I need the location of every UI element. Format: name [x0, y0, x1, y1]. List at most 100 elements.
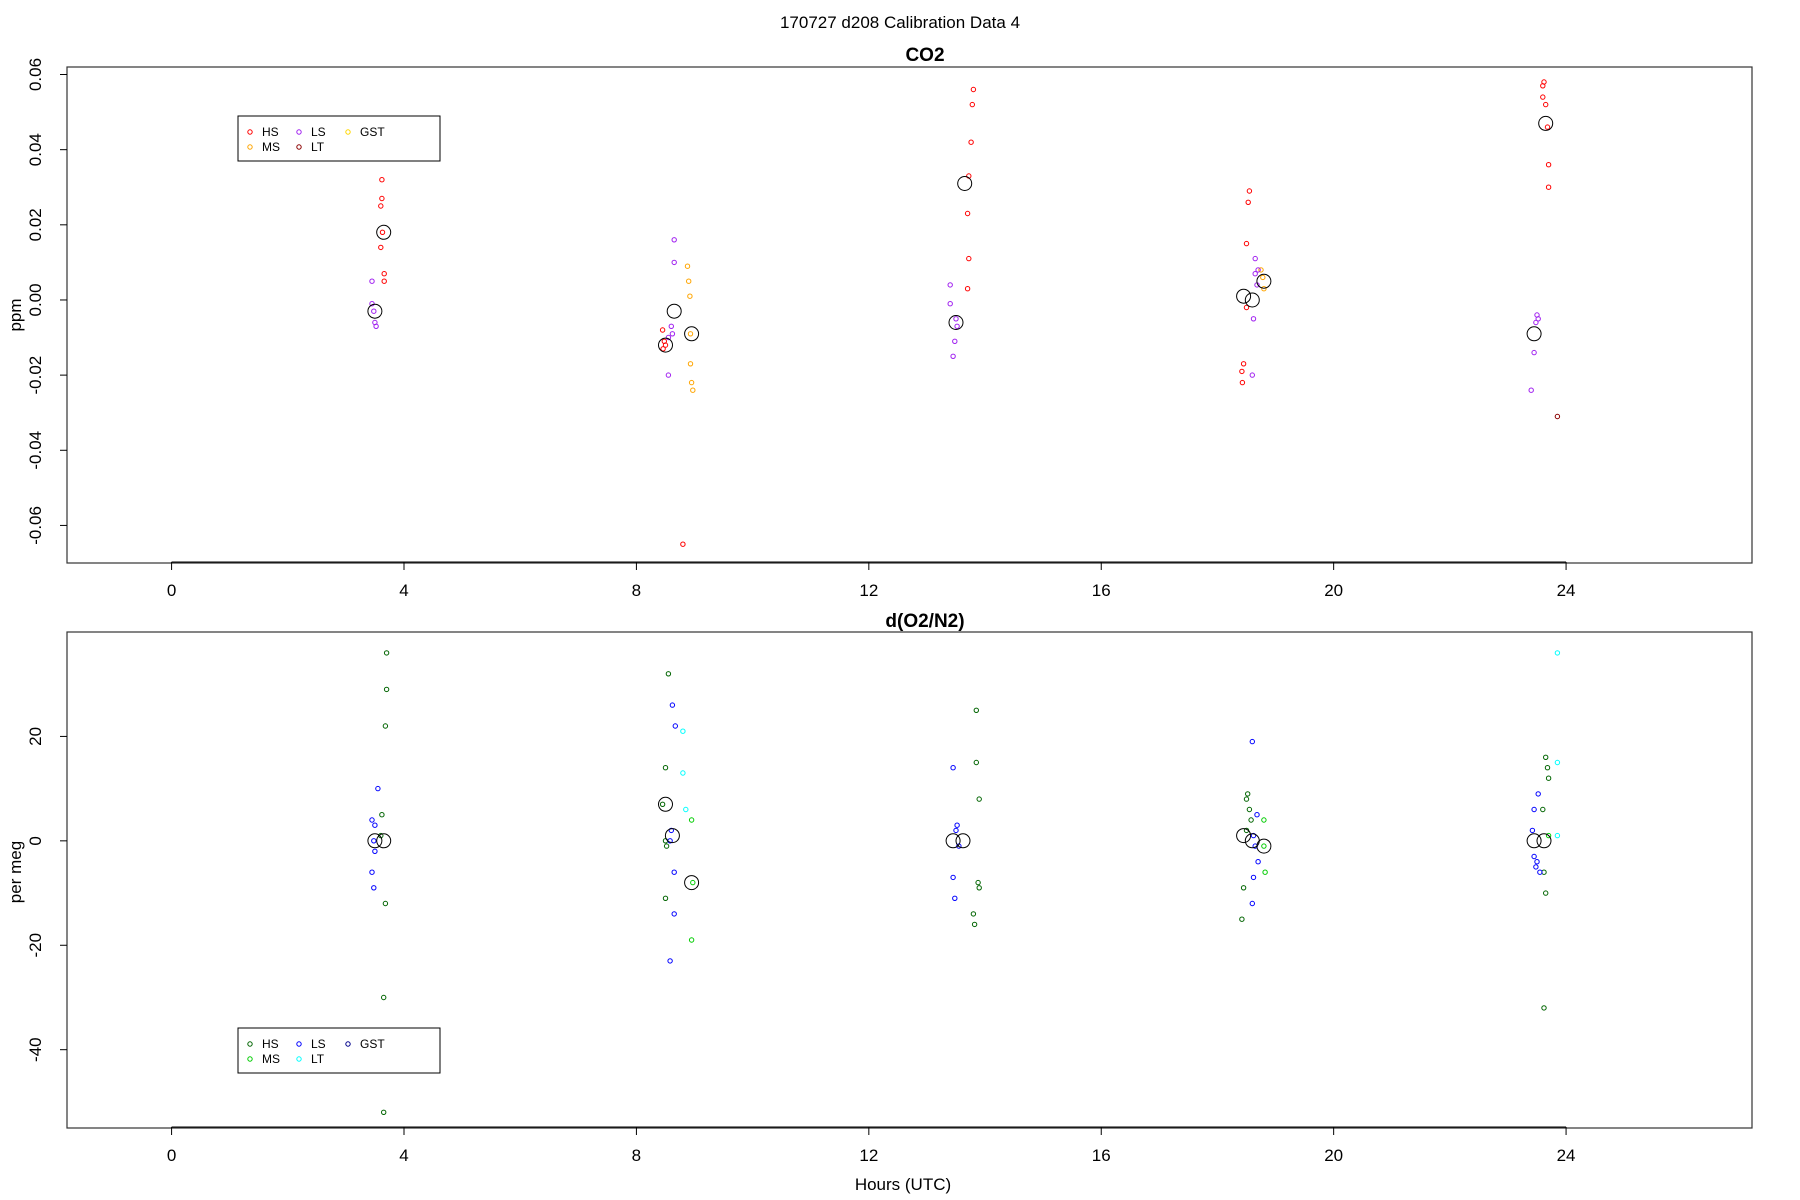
co2-point-ls-27: [1528, 387, 1534, 393]
o2n2-x-tick-label-6: 24: [1557, 1146, 1576, 1165]
o2n2-point-ls-24: [1255, 859, 1261, 865]
o2n2-plot-frame: [66, 631, 1753, 1129]
co2-point-ls-6: [671, 259, 677, 266]
o2n2-point-hs-17: [975, 879, 981, 886]
o2n2-point-ms-3: [1261, 817, 1267, 823]
co2-x-tick-label-5: 20: [1324, 581, 1343, 600]
co2-point-ls-19: [1252, 271, 1258, 277]
o2n2-point-hs-9: [662, 765, 669, 771]
co2-point-hs-27: [1541, 79, 1547, 85]
o2n2-point-ls-19: [952, 895, 958, 901]
co2-point-lt-0: [1554, 413, 1561, 420]
co2-point-ls-17: [1252, 255, 1258, 262]
co2-legend-symbol-hs: [247, 129, 253, 135]
co2-point-hs-7: [659, 327, 666, 333]
o2n2-ticks: 0 4 8 12 16 20 24 -40 -20 0 20: [26, 727, 1576, 1165]
o2n2-point-hs-29: [1544, 765, 1551, 771]
o2n2-point-ls-25: [1250, 874, 1257, 881]
o2n2-point-ls-4: [372, 848, 378, 854]
o2n2-point-hs-14: [973, 707, 979, 713]
co2-legend-symbol-lt: [296, 144, 302, 150]
o2n2-point-lt-0: [680, 728, 686, 734]
o2n2-point-ls-27: [1535, 791, 1541, 797]
co2-mean-marker-4: [684, 326, 700, 342]
o2n2-x-tick-label-4: 16: [1092, 1146, 1111, 1165]
o2n2-point-hs-34: [1541, 1005, 1547, 1011]
co2-x-tick-label-0: 0: [167, 581, 176, 600]
co2-point-ms-6: [690, 387, 696, 393]
co2-point-hs-14: [968, 139, 974, 145]
co2-mean-marker-6: [957, 176, 973, 191]
co2-x-tick-label-2: 8: [632, 581, 641, 600]
co2-point-ms-3: [687, 331, 694, 337]
o2n2-point-ls-32: [1533, 864, 1539, 870]
o2n2-x-tick-label-2: 8: [632, 1146, 641, 1165]
o2n2-panel: d(O2/N2) per meg 0 4 8 12 16 20 24 -40 -20 0 20 HS…: [6, 611, 1753, 1165]
co2-point-hs-5: [381, 271, 387, 277]
o2n2-point-ms-1: [690, 879, 696, 886]
co2-mean-marker-7: [1236, 288, 1252, 304]
o2n2-point-hs-28: [1543, 754, 1549, 760]
co2-point-ms-1: [686, 278, 692, 284]
co2-point-ms-0: [684, 263, 691, 269]
o2n2-point-hs-21: [1243, 796, 1250, 802]
o2n2-point-hs-23: [1246, 806, 1253, 813]
co2-point-ms-8: [1260, 274, 1266, 281]
o2n2-point-ms-5: [1262, 869, 1268, 875]
co2-point-ls-8: [669, 331, 676, 337]
o2n2-point-ls-18: [950, 874, 956, 881]
co2-point-hs-32: [1545, 184, 1552, 190]
co2-point-ms-4: [687, 361, 694, 367]
o2n2-mean-marker-1: [376, 833, 392, 849]
co2-point-hs-18: [964, 286, 971, 292]
o2n2-point-lt-4: [1554, 759, 1561, 766]
o2n2-mean-marker-11: [1536, 833, 1552, 849]
co2-y-tick-label-5: 0.04: [26, 133, 45, 166]
co2-point-ls-10: [665, 372, 672, 378]
o2n2-point-ms-0: [688, 817, 695, 823]
co2-point-ls-26: [1531, 349, 1537, 356]
o2n2-y-axis-label: per meg: [6, 841, 25, 903]
co2-point-hs-29: [1543, 101, 1549, 108]
co2-point-hs-30: [1544, 124, 1551, 130]
o2n2-point-ls-6: [371, 885, 377, 891]
o2n2-y-tick-label-0: -40: [26, 1037, 45, 1062]
co2-y-tick-label-0: -0.06: [26, 506, 45, 545]
o2n2-x-tick-label-1: 4: [399, 1146, 408, 1165]
co2-point-ls-0: [369, 278, 375, 284]
co2-mean-marker-9: [1256, 273, 1272, 289]
co2-legend-label-lt: LT: [311, 140, 325, 154]
co2-point-ls-21: [1250, 316, 1257, 322]
co2-mean-marker-3: [666, 303, 682, 319]
co2-point-hs-21: [1243, 240, 1250, 247]
o2n2-mean-marker-5: [945, 833, 961, 849]
co2-mean-marker-8: [1244, 292, 1260, 308]
o2n2-point-ls-33: [1537, 869, 1543, 875]
co2-legend-symbol-ls: [296, 129, 302, 135]
o2n2-x-tick-label-5: 20: [1324, 1146, 1343, 1165]
o2n2-point-hs-0: [383, 650, 390, 656]
co2-point-hs-23: [1240, 361, 1247, 367]
co2-point-hs-13: [969, 101, 975, 108]
co2-y-tick-label-4: 0.02: [26, 208, 45, 241]
o2n2-x-tick-label-0: 0: [167, 1146, 176, 1165]
o2n2-point-hs-7: [381, 1109, 387, 1116]
o2n2-point-ls-8: [672, 723, 678, 729]
o2n2-point-lt-3: [1554, 650, 1561, 656]
co2-point-ls-25: [1533, 319, 1539, 326]
o2n2-point-ls-26: [1249, 900, 1256, 907]
co2-point-hs-3: [379, 229, 386, 236]
o2n2-point-hs-19: [970, 911, 977, 917]
co2-x-tick-label-4: 16: [1092, 581, 1111, 600]
co2-panel: CO2 ppm 0 4 8 12 16 20 24 -0.06 -0.04 -0.02 0.00 0.…: [6, 45, 1753, 600]
co2-y-tick-label-2: -0.02: [26, 356, 45, 395]
co2-point-ls-16: [950, 353, 956, 359]
co2-point-ls-9: [665, 334, 672, 341]
o2n2-y-tick-label-1: -20: [26, 933, 45, 958]
o2n2-point-hs-10: [659, 801, 666, 807]
o2n2-point-ls-20: [1249, 738, 1256, 745]
o2n2-point-ms-6: [1545, 832, 1552, 839]
o2n2-point-ls-1: [369, 817, 375, 823]
o2n2-point-hs-6: [381, 994, 387, 1001]
